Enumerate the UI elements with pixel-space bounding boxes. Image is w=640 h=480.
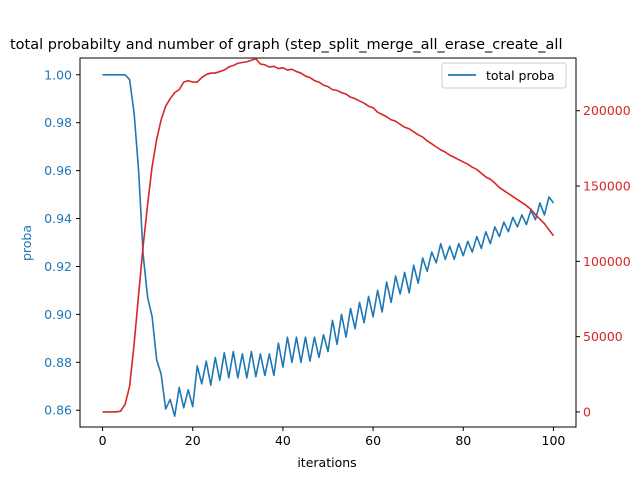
y-right-tick-label: 150000 (583, 179, 631, 194)
x-tick-label: 40 (275, 433, 291, 448)
y-axis-left: 0.86 0.88 0.90 0.92 0.94 0.96 0.98 1.00 (44, 67, 80, 418)
series-line-total-proba (102, 73, 555, 418)
plot-area (79, 57, 577, 428)
y-left-tick-label: 0.92 (44, 259, 72, 274)
legend-label-total-proba: total proba (486, 68, 555, 83)
y-left-tick-label: 0.88 (44, 355, 72, 370)
series-layer (102, 57, 555, 418)
y-right-tick-label: 50000 (583, 329, 623, 344)
x-tick-label: 0 (99, 433, 107, 448)
x-tick-label: 80 (455, 433, 471, 448)
y-left-tick-label: 0.86 (44, 403, 72, 418)
legend: total proba (441, 62, 567, 89)
x-tick-label: 20 (185, 433, 201, 448)
y-right-tick-label: 0 (583, 404, 591, 419)
x-tick-label: 100 (542, 433, 566, 448)
plot-frame (79, 57, 577, 428)
y-axis-left-label: proba (19, 225, 34, 261)
y-left-tick-label: 0.94 (44, 211, 72, 226)
x-axis: 0 20 40 60 80 100 (99, 427, 566, 448)
y-left-tick-label: 1.00 (44, 67, 72, 82)
y-left-tick-label: 0.90 (44, 307, 72, 322)
x-tick-label: 60 (365, 433, 381, 448)
legend-box (441, 62, 567, 89)
series-line-graph-count (102, 57, 555, 413)
y-right-tick-label: 100000 (583, 254, 631, 269)
x-axis-label: iterations (297, 455, 356, 470)
y-right-tick-label: 200000 (583, 103, 631, 118)
y-axis-right: 0 50000 100000 150000 200000 (576, 103, 631, 419)
y-left-tick-label: 0.96 (44, 163, 72, 178)
y-left-tick-label: 0.98 (44, 115, 72, 130)
chart-title: total probabilty and number of graph (st… (10, 37, 563, 53)
